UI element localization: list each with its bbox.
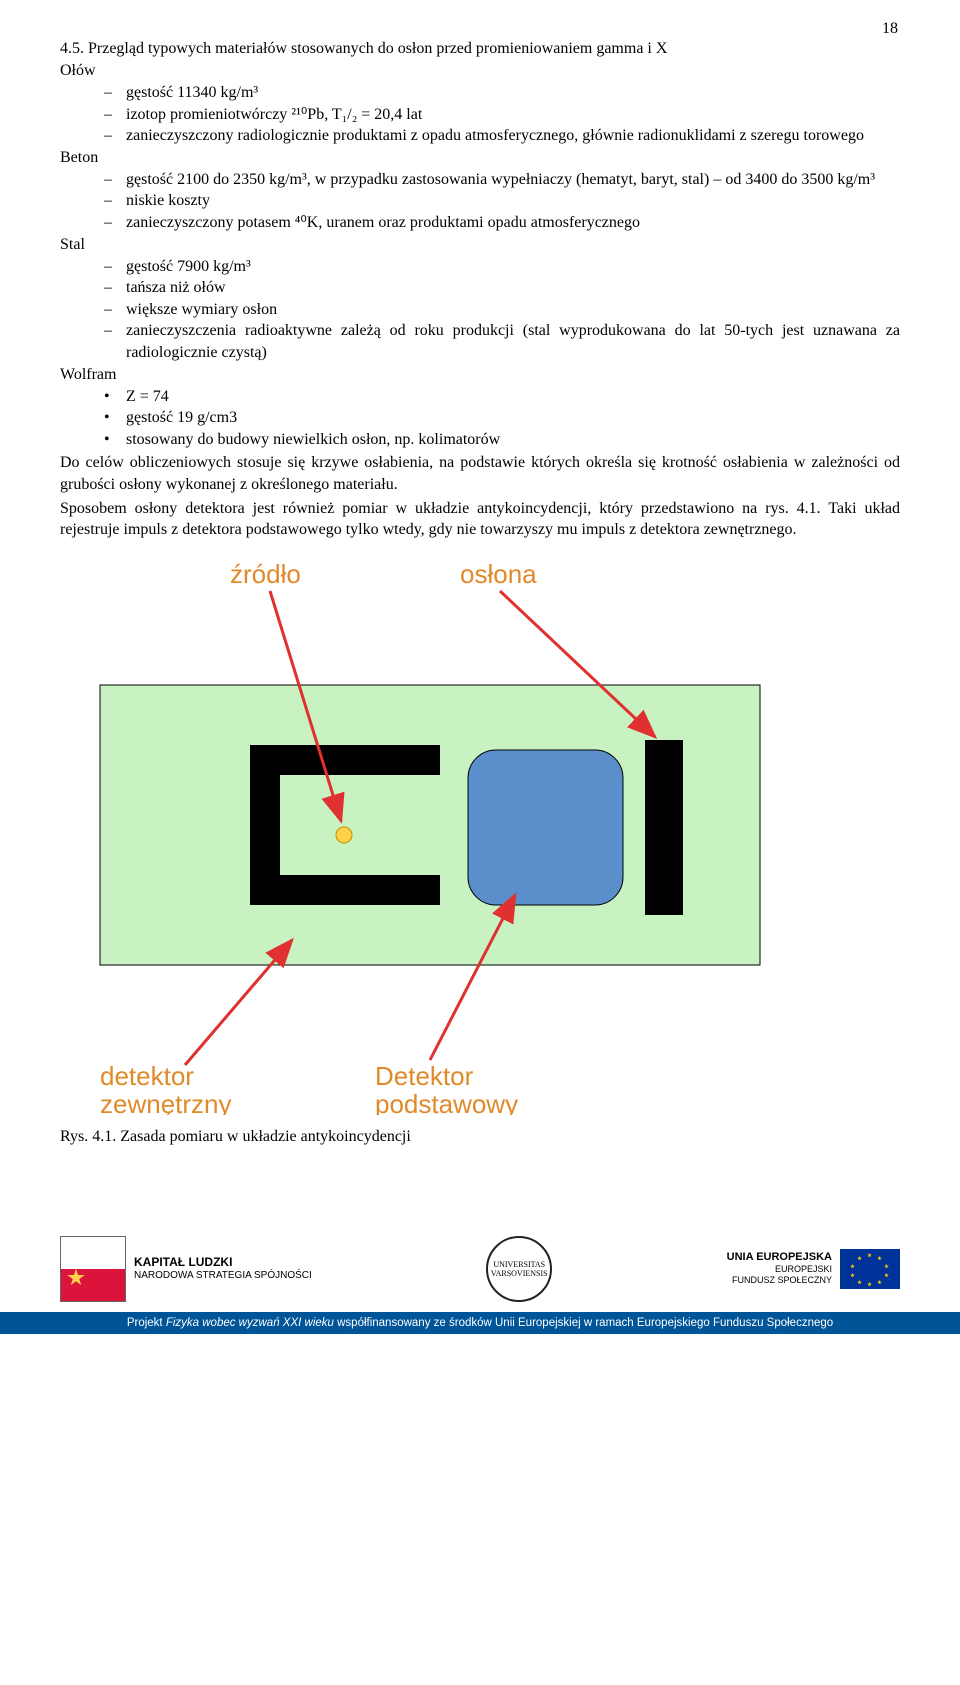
list-item: gęstość 11340 kg/m³ (104, 82, 900, 104)
list-item: zanieczyszczony potasem ⁴⁰K, uranem oraz… (104, 212, 900, 234)
uw-logo: UNIVERSITAS VARSOVIENSIS (486, 1236, 552, 1302)
kapital-ludzki-text: KAPITAŁ LUDZKI NARODOWA STRATEGIA SPÓJNO… (134, 1255, 312, 1282)
olow-list: gęstość 11340 kg/m³ izotop promieniotwór… (104, 82, 900, 147)
figure-caption: Rys. 4.1. Zasada pomiaru w układzie anty… (60, 1128, 900, 1146)
paragraph-2: Sposobem osłony detektora jest również p… (60, 498, 900, 541)
beton-list: gęstość 2100 do 2350 kg/m³, w przypadku … (104, 169, 900, 234)
label-det-podst-2: podstawowy (375, 1089, 518, 1115)
kapital-ludzki-logo (60, 1236, 126, 1302)
group-stal-label: Stal (60, 236, 900, 254)
label-det-zewn-2: zewnętrzny (100, 1089, 232, 1115)
page-number: 18 (882, 20, 898, 38)
anticoincidence-diagram: źródło osłona detektor zewnętr (60, 555, 790, 1115)
list-item: gęstość 19 g/cm3 (104, 407, 900, 429)
list-item: niskie koszty (104, 190, 900, 212)
shield-bar-right (645, 740, 683, 915)
eu-flag-icon (840, 1249, 900, 1289)
list-item: gęstość 7900 kg/m³ (104, 256, 900, 278)
stal-list: gęstość 7900 kg/m³ tańsza niż ołów więks… (104, 256, 900, 364)
list-item: izotop promieniotwórczy ²¹⁰Pb, T₁/₂ = 20… (104, 104, 900, 126)
list-item: stosowany do budowy niewielkich osłon, n… (104, 429, 900, 451)
group-wolfram-label: Wolfram (60, 366, 900, 384)
label-det-podst-1: Detektor (375, 1061, 474, 1091)
basic-detector-rect (468, 750, 623, 905)
label-oslona: osłona (460, 559, 537, 589)
paragraph-1: Do celów obliczeniowych stosuje się krzy… (60, 452, 900, 495)
wolfram-list: Z = 74 gęstość 19 g/cm3 stosowany do bud… (104, 386, 900, 451)
eu-text: UNIA EUROPEJSKA EUROPEJSKI FUNDUSZ SPOŁE… (727, 1251, 832, 1286)
list-item: większe wymiary osłon (104, 299, 900, 321)
list-item: gęstość 2100 do 2350 kg/m³, w przypadku … (104, 169, 900, 191)
list-item: zanieczyszczenia radioaktywne zależą od … (104, 320, 900, 363)
footer-strip: Projekt Fizyka wobec wyzwań XXI wieku ws… (0, 1312, 960, 1334)
group-beton-label: Beton (60, 149, 900, 167)
source-dot (336, 827, 352, 843)
list-item: tańsza niż ołów (104, 277, 900, 299)
page-footer: KAPITAŁ LUDZKI NARODOWA STRATEGIA SPÓJNO… (0, 1226, 960, 1312)
group-olow-label: Ołów (60, 62, 900, 80)
label-zrodlo: źródło (230, 559, 301, 589)
section-title: 4.5. Przegląd typowych materiałów stosow… (60, 40, 900, 58)
list-item: zanieczyszczony radiologicznie produktam… (104, 125, 900, 147)
list-item: Z = 74 (104, 386, 900, 408)
label-det-zewn-1: detektor (100, 1061, 194, 1091)
